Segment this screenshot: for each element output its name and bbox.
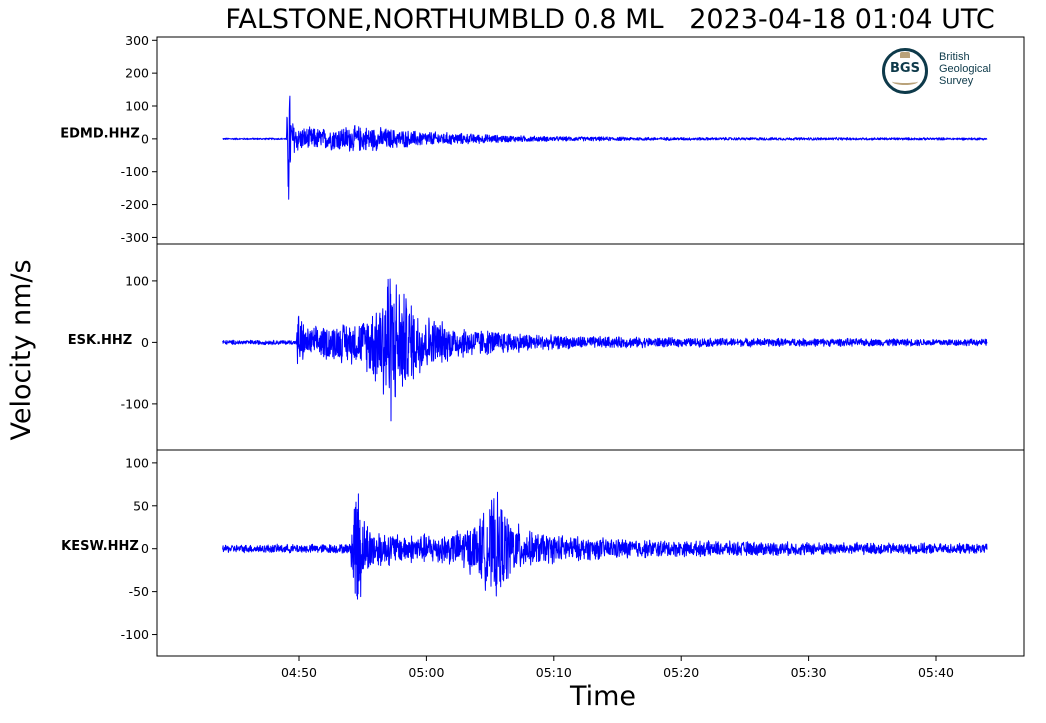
x-tick-label: 05:10 — [536, 665, 572, 680]
chart-title: FALSTONE,NORTHUMBLD 0.8 ML 2023-04-18 01… — [225, 4, 995, 35]
logo-mark: BGS — [890, 61, 920, 76]
y-tick-label: -200 — [121, 197, 149, 212]
crown-icon — [900, 52, 910, 58]
logo-org-line: Geological — [939, 63, 991, 75]
station-label: KESW.HHZ — [61, 539, 139, 554]
bgs-logo: BGS British Geological Survey — [882, 46, 1012, 100]
y-tick-label: -100 — [121, 627, 149, 642]
panel-frame — [156, 243, 1025, 451]
logo-org-line: Survey — [939, 75, 974, 87]
waveform-trace — [222, 278, 988, 422]
x-tick-label: 05:00 — [408, 665, 444, 680]
logo-org-line: British — [939, 51, 970, 63]
logo-org-name: British Geological Survey — [939, 51, 991, 87]
y-tick-label: -300 — [121, 230, 149, 245]
x-axis-label: Time — [569, 681, 637, 712]
y-tick-label: 100 — [125, 99, 149, 114]
wave-icon — [892, 78, 918, 85]
y-tick-label: 200 — [125, 66, 149, 81]
x-tick-label: 05:40 — [918, 665, 954, 680]
y-tick-label: 0 — [141, 541, 149, 556]
y-tick-label: 100 — [125, 455, 149, 470]
y-tick-label: 50 — [133, 498, 149, 513]
y-tick-label: 300 — [125, 33, 149, 48]
y-tick-label: -100 — [121, 396, 149, 411]
station-label: ESK.HHZ — [68, 333, 132, 348]
x-tick-label: 05:30 — [791, 665, 827, 680]
y-tick-label: 0 — [141, 131, 149, 146]
waveform-trace — [222, 491, 988, 600]
y-tick-label: -100 — [121, 164, 149, 179]
x-tick-label: 04:50 — [281, 665, 317, 680]
x-tick-label: 05:20 — [663, 665, 699, 680]
panel-frame — [156, 449, 1025, 657]
y-tick-label: 100 — [125, 273, 149, 288]
waveform-trace — [222, 95, 988, 200]
y-tick-label: 0 — [141, 335, 149, 350]
station-label: EDMD.HHZ — [60, 127, 140, 142]
y-tick-label: -50 — [129, 584, 149, 599]
